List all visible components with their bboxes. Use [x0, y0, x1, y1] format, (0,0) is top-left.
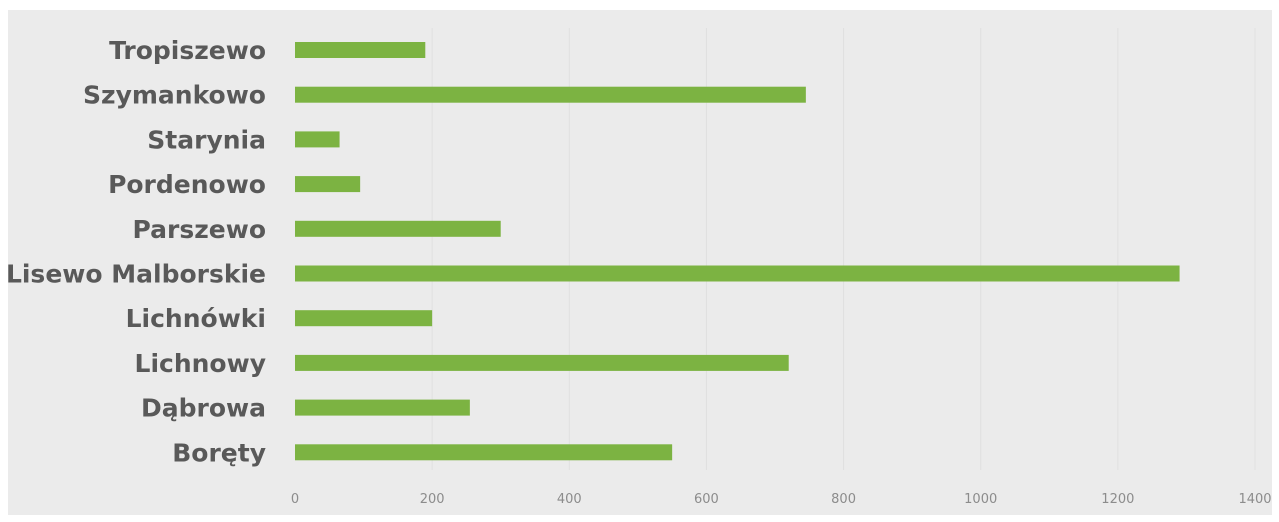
x-tick-labels: 0 200 400 600 800 1000 1200 1400	[291, 492, 1272, 507]
bar	[295, 220, 501, 237]
x-tick-label: 1000	[964, 492, 997, 507]
bar	[295, 42, 426, 58]
category-label: Szymankowo	[83, 81, 266, 110]
bars	[295, 42, 1180, 461]
x-tick-label: 800	[831, 492, 856, 507]
bar	[295, 399, 470, 416]
category-label: Lichnówki	[126, 304, 266, 333]
x-tick-label: 1200	[1101, 492, 1134, 507]
category-label: Starynia	[147, 125, 266, 154]
x-tick-label: 1400	[1238, 492, 1271, 507]
category-label: Pordenowo	[108, 170, 266, 199]
x-tick-label: 0	[291, 492, 299, 507]
x-tick-label: 400	[557, 492, 582, 507]
bar	[295, 86, 806, 103]
x-tick-label: 600	[694, 492, 719, 507]
category-labels: Tropiszewo Szymankowo Starynia Pordenowo Par…	[6, 36, 266, 467]
x-tick-label: 200	[420, 492, 445, 507]
category-label: Boręty	[172, 438, 266, 467]
category-label: Lichnowy	[135, 349, 266, 378]
bar	[295, 131, 340, 148]
category-label: Dąbrowa	[141, 394, 266, 423]
bar	[295, 444, 673, 461]
category-label: Tropiszewo	[109, 36, 266, 65]
bar	[295, 354, 789, 371]
bar	[295, 176, 361, 193]
category-label: Lisewo Malborskie	[6, 260, 266, 289]
bar	[295, 310, 433, 327]
bar	[295, 265, 1180, 282]
category-label: Parszewo	[132, 215, 266, 244]
